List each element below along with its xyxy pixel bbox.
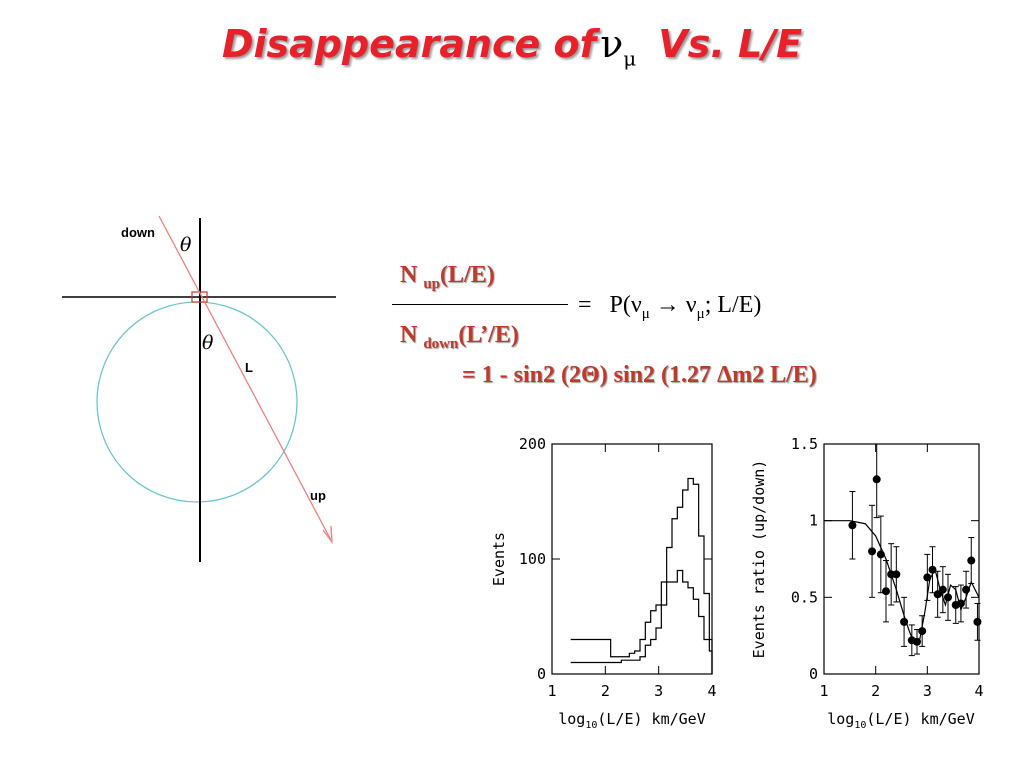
- data-point: [848, 521, 857, 530]
- label-theta-top: θ: [180, 234, 192, 256]
- y-tick-label: 1: [809, 512, 818, 530]
- title-prefix: Disappearance of: [221, 22, 597, 66]
- formula-numerator: N up(L/E): [400, 262, 495, 292]
- data-point: [913, 637, 921, 646]
- events-histogram-chart: 1 2 3 4 0 100 200 Events log10(L/E) km/GeV: [490, 435, 717, 731]
- y-tick-label: 0.5: [791, 588, 818, 606]
- plot-frame: [823, 443, 980, 675]
- neutrino-track: [158, 215, 333, 543]
- data-point: [876, 550, 885, 559]
- y-axis-label: Events ratio (up/down): [750, 460, 768, 659]
- x-tick-label: 4: [707, 682, 716, 700]
- x-tick-label: 3: [654, 682, 663, 700]
- y-tick-label: 100: [519, 550, 546, 568]
- y-tick-label: 200: [519, 435, 546, 453]
- x-axis-label: log10(L/E) km/GeV: [558, 710, 706, 731]
- x-tick-label: 2: [871, 682, 880, 700]
- title-nu-symbol: νμ: [600, 22, 637, 71]
- x-tick-label: 3: [923, 682, 932, 700]
- data-point: [868, 547, 877, 556]
- label-L: L: [245, 360, 253, 375]
- data-point: [872, 475, 881, 484]
- data-point: [962, 585, 971, 594]
- x-tick-label: 4: [974, 682, 983, 700]
- track-arrowhead: [322, 525, 333, 545]
- oscillation-fit-curve: [824, 520, 980, 645]
- fraction-bar: [392, 304, 568, 305]
- label-down: down: [121, 225, 155, 240]
- x-tick-label: 1: [819, 682, 828, 700]
- data-point: [918, 627, 927, 636]
- data-point: [882, 587, 890, 596]
- data-point: [923, 573, 932, 582]
- data-point: [944, 593, 952, 602]
- y-tick-label: 0: [809, 665, 818, 683]
- formula-result: = 1 - sin2 (2Θ) sin2 (1.27 Δm2 L/E): [462, 362, 817, 388]
- title-suffix: Vs. L/E: [658, 22, 803, 66]
- formula-probability: = P(νμ → νμ; L/E): [578, 292, 762, 322]
- label-up: up: [310, 488, 326, 503]
- histogram-series-2: [570, 569, 713, 674]
- x-axis-label: log10(L/E) km/GeV: [827, 710, 975, 731]
- data-point: [928, 565, 937, 574]
- x-tick-label: 2: [601, 682, 610, 700]
- data-point: [900, 617, 909, 626]
- slide-title: Disappearance of νμ Vs. L/E: [0, 22, 1024, 71]
- x-tick-label: 1: [547, 682, 556, 700]
- earth-circle: [96, 301, 298, 503]
- data-point: [892, 570, 901, 579]
- label-theta-bottom: θ: [202, 332, 214, 354]
- data-point: [938, 585, 947, 594]
- data-point: [933, 590, 942, 599]
- data-point: [967, 556, 976, 565]
- formula-denominator: N down(L’/E): [400, 322, 519, 352]
- events-ratio-chart: 1 2 3 4 0 0.5 1 1.5 Events ratio (up/down) log1…: [750, 435, 984, 731]
- earth-geometry-diagram: down θ θ L up: [62, 215, 336, 562]
- y-axis-label: Events: [490, 532, 508, 586]
- y-tick-label: 0: [537, 665, 546, 683]
- data-point: [956, 599, 965, 608]
- y-tick-label: 1.5: [791, 435, 818, 453]
- histogram-series-1: [570, 477, 713, 674]
- data-point: [973, 617, 982, 626]
